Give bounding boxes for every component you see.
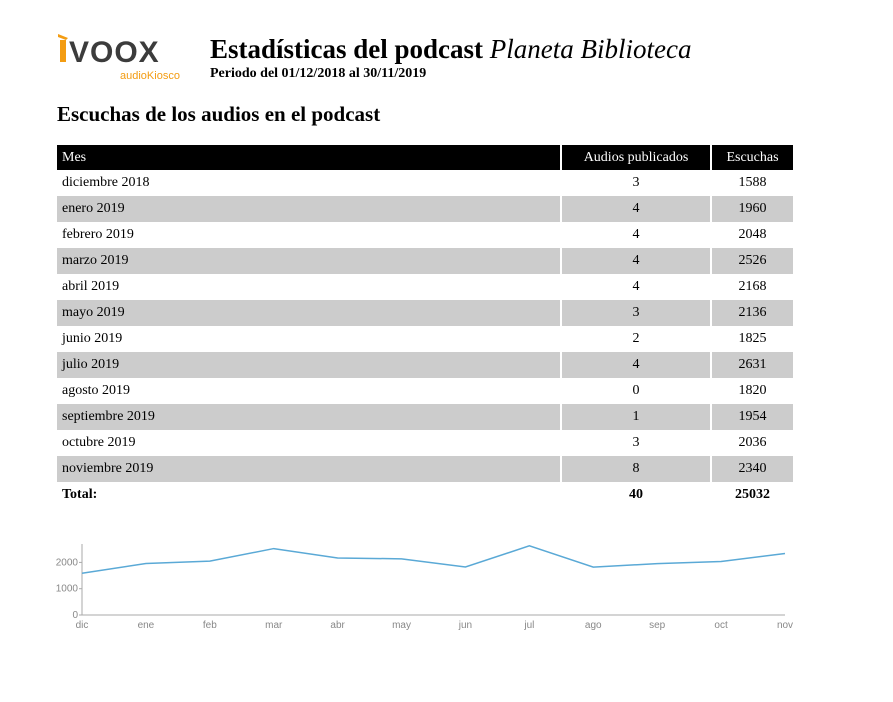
table-row: agosto 2019 0 1820 <box>57 378 793 404</box>
section-heading: Escuchas de los audios en el podcast <box>57 102 381 126</box>
x-tick-label: nov <box>777 620 793 631</box>
month-cell: mayo 2019 <box>57 300 562 326</box>
column-header-month: Mes <box>57 145 562 170</box>
table-row: noviembre 2019 8 2340 <box>57 456 793 482</box>
table-row: diciembre 2018 3 1588 <box>57 170 793 196</box>
month-cell: agosto 2019 <box>57 378 562 404</box>
audios-cell: 3 <box>561 300 712 326</box>
month-cell: marzo 2019 <box>57 248 562 274</box>
x-tick-label: dic <box>76 620 89 631</box>
x-tick-label: jun <box>458 620 472 631</box>
table-row: mayo 2019 3 2136 <box>57 300 793 326</box>
column-header-listens: Escuchas <box>711 145 793 170</box>
column-header-audios: Audios publicados <box>561 145 712 170</box>
table-row: abril 2019 4 2168 <box>57 274 793 300</box>
listens-cell: 1820 <box>738 383 767 398</box>
x-tick-label: feb <box>203 620 217 631</box>
title-prefix: Estadísticas del podcast <box>210 34 484 64</box>
podcast-name: Planeta Biblioteca <box>489 34 692 64</box>
title-block: Estadísticas del podcast Planeta Bibliot… <box>210 33 692 82</box>
x-tick-label: oct <box>714 620 728 631</box>
table-row: octubre 2019 3 2036 <box>57 430 793 456</box>
listens-cell: 2340 <box>711 456 793 482</box>
month-cell: noviembre 2019 <box>57 456 562 482</box>
x-tick-label: sep <box>649 620 666 631</box>
table-body: diciembre 2018 3 1588 enero 2019 4 1960 febrer… <box>57 170 793 482</box>
audios-cell: 0 <box>561 378 712 404</box>
page-title: Estadísticas del podcast Planeta Bibliot… <box>210 33 692 65</box>
audios-cell: 4 <box>561 196 712 222</box>
month-cell: julio 2019 <box>57 352 562 378</box>
y-tick-label: 2000 <box>56 557 79 568</box>
x-tick-label: mar <box>265 620 283 631</box>
listens-cell: 2136 <box>711 300 793 326</box>
listens-line-chart: 0 1000 2000 dic ene feb mar abr may jun jul ago sep o… <box>56 544 793 631</box>
audios-cell: 8 <box>561 456 712 482</box>
x-tick-label: may <box>392 620 411 631</box>
table-row: septiembre 2019 1 1954 <box>57 404 793 430</box>
x-tick-label: jul <box>523 620 534 631</box>
table-row: febrero 2019 4 2048 <box>57 222 793 248</box>
month-cell: enero 2019 <box>57 196 562 222</box>
listens-cell: 2631 <box>711 352 793 378</box>
month-cell: octubre 2019 <box>57 430 562 456</box>
svg-text:audioKiosco: audioKiosco <box>120 70 180 82</box>
month-cell: junio 2019 <box>57 326 562 352</box>
table-row: enero 2019 4 1960 <box>57 196 793 222</box>
listens-cell: 1588 <box>738 175 767 190</box>
listens-table: Mes Audios publicados Escuchas diciembre… <box>57 145 793 508</box>
ivoox-logo: VOOX audioKiosco <box>57 30 192 82</box>
audios-cell: 2 <box>561 326 712 352</box>
listens-cell: 2036 <box>738 435 767 450</box>
series-line-listens <box>81 545 786 574</box>
listens-cell: 1954 <box>711 404 793 430</box>
listens-cell: 1960 <box>711 196 793 222</box>
audios-cell: 1 <box>561 404 712 430</box>
month-cell: diciembre 2018 <box>57 170 562 196</box>
y-tick-label: 0 <box>72 610 78 621</box>
audios-cell: 3 <box>561 170 712 196</box>
x-tick-label: abr <box>330 620 345 631</box>
listens-cell: 2526 <box>711 248 793 274</box>
audios-cell: 3 <box>561 430 712 456</box>
table-total-row: Total: 40 25032 <box>57 482 793 508</box>
listens-cell: 2168 <box>738 279 767 294</box>
svg-text:VOOX: VOOX <box>69 36 160 69</box>
period-label: Periodo del 01/12/2018 al 30/11/2019 <box>210 66 427 81</box>
month-cell: septiembre 2019 <box>57 404 562 430</box>
audios-cell: 4 <box>561 248 712 274</box>
listens-cell: 2048 <box>738 227 767 242</box>
x-tick-label: ene <box>138 620 155 631</box>
table-row: marzo 2019 4 2526 <box>57 248 793 274</box>
total-listens: 25032 <box>735 487 770 502</box>
table-row: julio 2019 4 2631 <box>57 352 793 378</box>
month-cell: febrero 2019 <box>57 222 562 248</box>
total-label: Total: <box>57 482 562 508</box>
audios-cell: 4 <box>561 222 712 248</box>
table-row: junio 2019 2 1825 <box>57 326 793 352</box>
total-audios: 40 <box>561 482 712 508</box>
audios-cell: 4 <box>561 274 712 300</box>
month-cell: abril 2019 <box>57 274 562 300</box>
listens-cell: 1825 <box>738 331 767 346</box>
audios-cell: 4 <box>561 352 712 378</box>
table-header-row: Mes Audios publicados Escuchas <box>57 145 793 170</box>
y-tick-label: 1000 <box>56 584 79 595</box>
x-tick-label: ago <box>585 620 602 631</box>
